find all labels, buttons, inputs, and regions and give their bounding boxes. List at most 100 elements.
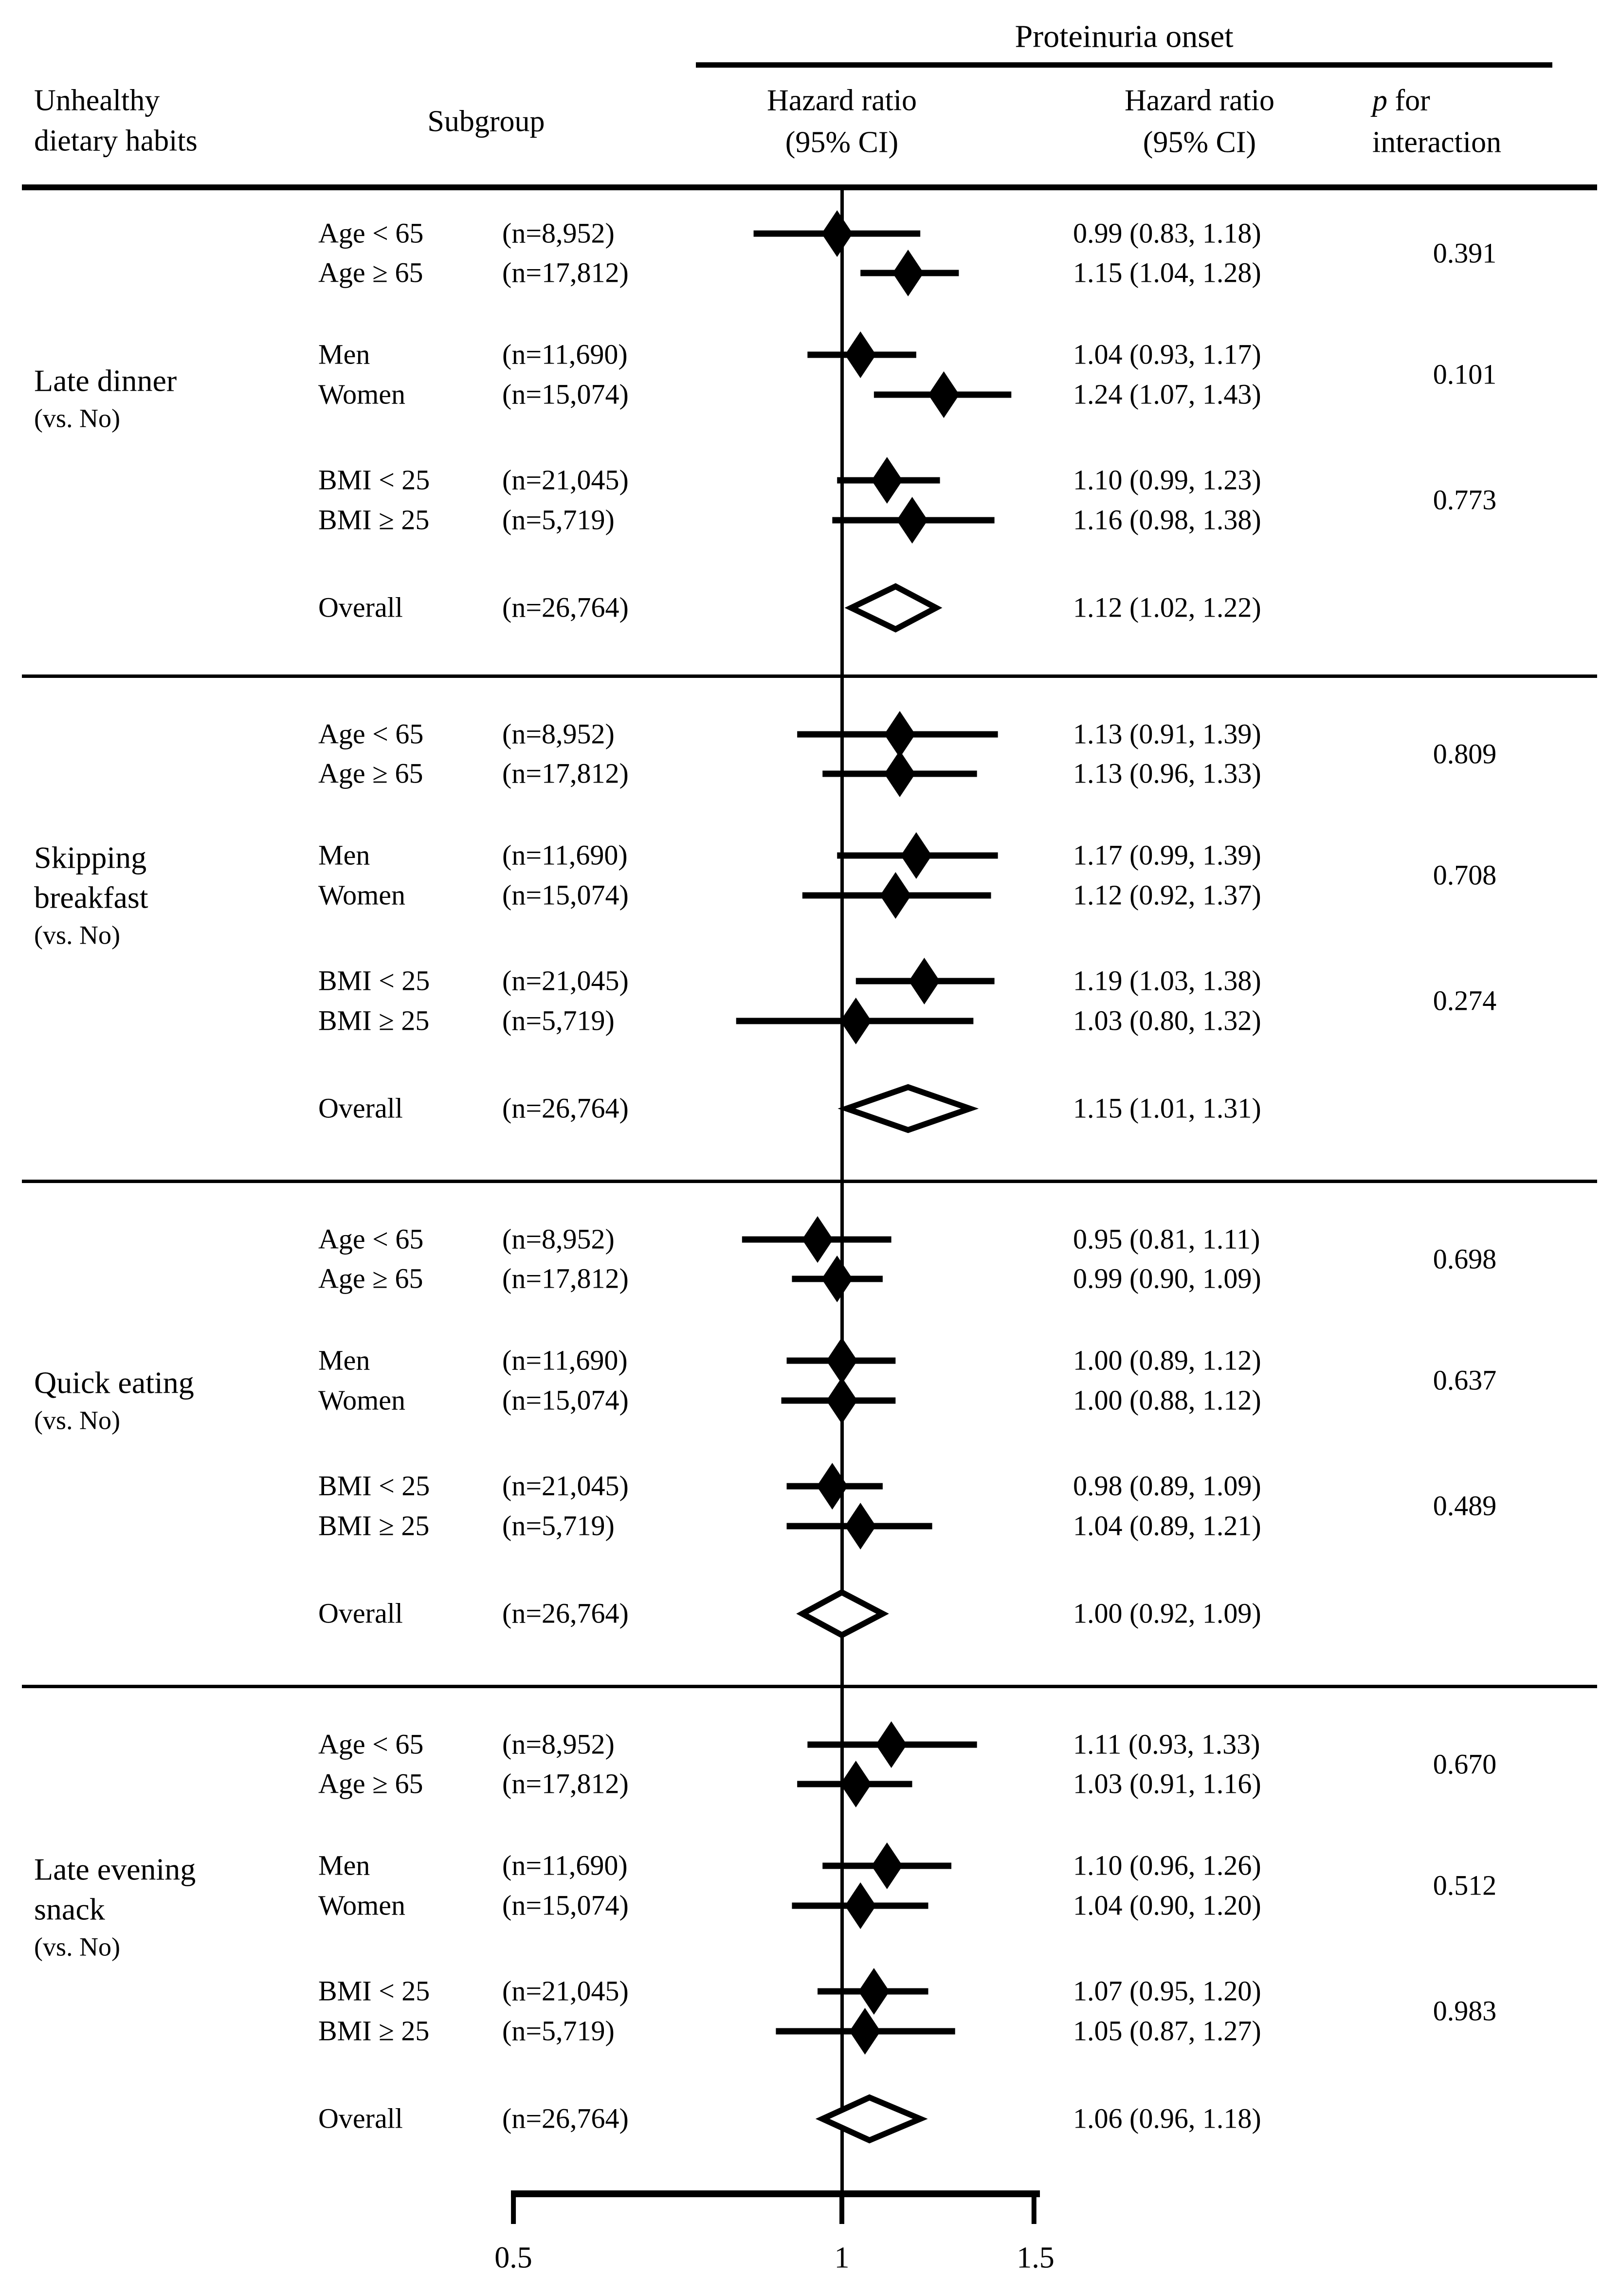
subgroup-n: (n=11,690) bbox=[502, 1849, 628, 1881]
subgroup-n: (n=26,764) bbox=[502, 1092, 629, 1124]
subgroup-n: (n=5,719) bbox=[502, 1004, 615, 1037]
hr-ci-text: 1.04 (0.93, 1.17) bbox=[1073, 338, 1261, 370]
hr-ci-text: 1.00 (0.89, 1.12) bbox=[1073, 1344, 1261, 1376]
habit-label-line: Skipping bbox=[34, 840, 147, 875]
x-axis-tick bbox=[839, 2194, 844, 2224]
habit-label-line: Late evening bbox=[34, 1851, 196, 1886]
overall-diamond-marker bbox=[815, 2094, 928, 2144]
p-interaction-value: 0.708 bbox=[1433, 859, 1497, 891]
hr-diamond-marker bbox=[892, 250, 924, 296]
subgroup-n: (n=11,690) bbox=[502, 338, 628, 370]
subgroup-label: BMI < 25 bbox=[318, 464, 430, 496]
section-separator-rule bbox=[22, 1685, 1597, 1688]
column-header-hr-text-line1: Hazard ratio bbox=[1124, 84, 1275, 117]
hr-ci-text: 1.15 (1.04, 1.28) bbox=[1073, 256, 1261, 289]
subgroup-label: Age < 65 bbox=[318, 1223, 424, 1255]
p-italic: p bbox=[1372, 84, 1387, 117]
subgroup-label: Age ≥ 65 bbox=[318, 757, 423, 789]
p-interaction-value: 0.983 bbox=[1433, 1995, 1497, 2027]
column-header-hr-text-line2: (95% CI) bbox=[1143, 126, 1256, 159]
subgroup-n: (n=15,074) bbox=[502, 378, 629, 410]
overall-diamond-marker bbox=[837, 1084, 979, 1133]
subgroup-n: (n=21,045) bbox=[502, 1470, 629, 1502]
column-header-plot-line2: (95% CI) bbox=[785, 126, 899, 159]
hr-ci-text: 1.10 (0.99, 1.23) bbox=[1073, 464, 1261, 496]
subgroup-label: Age ≥ 65 bbox=[318, 1768, 423, 1800]
subgroup-n: (n=5,719) bbox=[502, 1510, 615, 1542]
hr-ci-text: 1.12 (1.02, 1.22) bbox=[1073, 591, 1261, 623]
subgroup-label: Men bbox=[318, 839, 370, 871]
subgroup-n: (n=26,764) bbox=[502, 1597, 629, 1629]
p-interaction-value: 0.698 bbox=[1433, 1243, 1497, 1275]
hr-diamond-marker bbox=[896, 497, 928, 544]
subgroup-label: BMI ≥ 25 bbox=[318, 1510, 430, 1542]
habit-label-line: breakfast bbox=[34, 880, 148, 915]
subgroup-label: Overall bbox=[318, 591, 403, 623]
hr-diamond-marker bbox=[821, 1256, 853, 1302]
p-interaction-value: 0.391 bbox=[1433, 237, 1497, 269]
hr-diamond-marker bbox=[845, 1882, 876, 1929]
x-axis-tick bbox=[511, 2194, 516, 2224]
outcome-title: Proteinuria onset bbox=[1015, 18, 1234, 55]
hr-ci-text: 1.15 (1.01, 1.31) bbox=[1073, 1092, 1261, 1124]
subgroup-n: (n=15,074) bbox=[502, 879, 629, 911]
hr-ci-text: 1.04 (0.90, 1.20) bbox=[1073, 1889, 1261, 1921]
hr-ci-text: 1.04 (0.89, 1.21) bbox=[1073, 1510, 1261, 1542]
overall-diamond-marker bbox=[796, 1589, 889, 1639]
subgroup-label: Men bbox=[318, 1849, 370, 1881]
subgroup-label: BMI < 25 bbox=[318, 1470, 430, 1502]
subgroup-label: BMI < 25 bbox=[318, 965, 430, 997]
hr-ci-text: 1.16 (0.98, 1.38) bbox=[1073, 504, 1261, 536]
hr-diamond-marker bbox=[900, 832, 932, 879]
subgroup-n: (n=8,952) bbox=[502, 217, 615, 249]
hr-ci-text: 1.19 (1.03, 1.38) bbox=[1073, 965, 1261, 997]
subgroup-n: (n=21,045) bbox=[502, 1975, 629, 2007]
hr-diamond-marker bbox=[821, 210, 853, 257]
p-interaction-value: 0.512 bbox=[1433, 1869, 1497, 1901]
subgroup-n: (n=26,764) bbox=[502, 2102, 629, 2134]
subgroup-n: (n=21,045) bbox=[502, 464, 629, 496]
subgroup-n: (n=15,074) bbox=[502, 1384, 629, 1416]
reference-line-hr1 bbox=[840, 190, 844, 2194]
hr-diamond-marker bbox=[845, 331, 876, 378]
subgroup-n: (n=5,719) bbox=[502, 2015, 615, 2047]
subgroup-n: (n=8,952) bbox=[502, 1728, 615, 1760]
habit-vs-label: (vs. No) bbox=[34, 920, 120, 950]
hr-ci-text: 1.10 (0.96, 1.26) bbox=[1073, 1849, 1261, 1881]
hr-ci-text: 1.05 (0.87, 1.27) bbox=[1073, 2015, 1261, 2047]
subgroup-n: (n=11,690) bbox=[502, 1344, 628, 1376]
hr-ci-text: 1.11 (0.93, 1.33) bbox=[1073, 1728, 1260, 1760]
hr-diamond-marker bbox=[858, 1968, 890, 2015]
subgroup-label: BMI ≥ 25 bbox=[318, 2015, 430, 2047]
habit-vs-label: (vs. No) bbox=[34, 1405, 120, 1435]
hr-diamond-marker bbox=[826, 1337, 857, 1384]
subgroup-n: (n=8,952) bbox=[502, 718, 615, 750]
subgroup-label: Overall bbox=[318, 1597, 403, 1629]
p-interaction-value: 0.637 bbox=[1433, 1364, 1497, 1396]
habit-label-line: snack bbox=[34, 1891, 105, 1926]
subgroup-n: (n=21,045) bbox=[502, 965, 629, 997]
subgroup-n: (n=5,719) bbox=[502, 504, 615, 536]
hr-ci-text: 0.99 (0.90, 1.09) bbox=[1073, 1262, 1261, 1294]
subgroup-label: Overall bbox=[318, 2102, 403, 2134]
habit-vs-label: (vs. No) bbox=[34, 403, 120, 433]
axis-tick-label-1.5: 1.5 bbox=[1017, 2241, 1055, 2275]
outcome-title-underline bbox=[696, 62, 1552, 68]
hr-ci-text: 1.00 (0.88, 1.12) bbox=[1073, 1384, 1261, 1416]
column-header-plot-line1: Hazard ratio bbox=[766, 84, 917, 117]
subgroup-label: Age < 65 bbox=[318, 217, 424, 249]
subgroup-n: (n=11,690) bbox=[502, 839, 628, 871]
subgroup-label: Men bbox=[318, 338, 370, 370]
hr-diamond-marker bbox=[817, 1463, 848, 1510]
subgroup-label: Women bbox=[318, 378, 405, 410]
subgroup-label: Age < 65 bbox=[318, 1728, 424, 1760]
hr-ci-text: 1.13 (0.91, 1.39) bbox=[1073, 718, 1261, 750]
subgroup-label: Overall bbox=[318, 1092, 403, 1124]
subgroup-label: Women bbox=[318, 879, 405, 911]
header-rule bbox=[22, 184, 1597, 190]
hr-diamond-marker bbox=[884, 711, 916, 758]
hr-ci-text: 1.00 (0.92, 1.09) bbox=[1073, 1597, 1261, 1629]
subgroup-label: Age < 65 bbox=[318, 718, 424, 750]
p-interaction-value: 0.489 bbox=[1433, 1490, 1497, 1522]
